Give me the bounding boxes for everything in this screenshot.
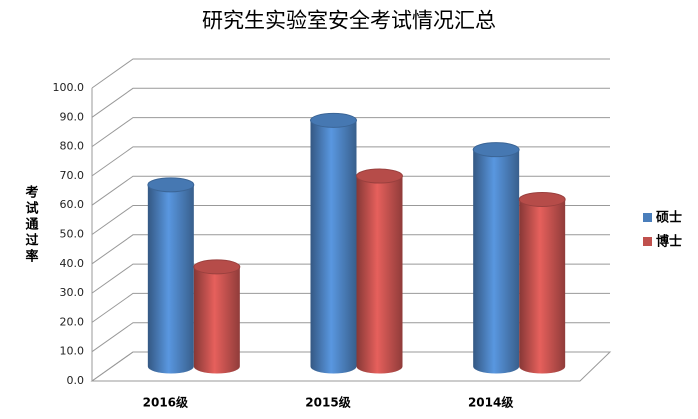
grid-line <box>91 58 610 89</box>
legend-swatch <box>643 237 652 246</box>
bar-top <box>518 191 566 207</box>
chart-title: 研究生实验室安全考试情况汇总 <box>202 9 496 33</box>
bar <box>193 259 241 374</box>
bar <box>356 168 403 374</box>
grid-line <box>91 117 610 148</box>
bar-body <box>193 266 240 374</box>
bar-body <box>310 120 357 374</box>
bar-body <box>147 184 194 374</box>
bar-top <box>472 142 520 158</box>
grid-line <box>91 87 610 118</box>
grid-line <box>91 351 610 382</box>
y-tick-label: 20.0 <box>60 315 85 328</box>
legend-swatch <box>643 213 652 222</box>
bar-top <box>147 177 195 193</box>
y-tick-label: 40.0 <box>60 257 85 270</box>
x-tick-label: 2014级 <box>468 395 513 410</box>
grid-line <box>91 175 610 206</box>
y-tick-label: 10.0 <box>60 345 85 358</box>
y-tick-label: 90.0 <box>60 110 85 123</box>
y-tick-label: 100.0 <box>53 81 85 94</box>
grid-line <box>91 205 610 235</box>
y-tick-label: 30.0 <box>60 286 85 299</box>
y-tick-label: 60.0 <box>60 198 85 211</box>
bar-top <box>310 112 357 128</box>
grid-line <box>91 234 610 265</box>
grid-line <box>91 263 610 294</box>
y-tick-label: 50.0 <box>60 228 85 241</box>
bar <box>147 177 195 374</box>
grid-line <box>91 146 610 177</box>
x-tick-label: 2015级 <box>305 395 350 410</box>
y-tick-label: 70.0 <box>60 169 85 182</box>
y-tick-label: 0.0 <box>67 374 85 387</box>
y-tick-label: 80.0 <box>60 140 85 153</box>
y-axis-label: 考试通过率 <box>23 184 39 265</box>
bar-top <box>356 168 403 184</box>
grid-line <box>91 292 610 323</box>
bar <box>518 191 566 374</box>
bar <box>472 142 520 374</box>
legend-label: 博士 <box>656 234 682 250</box>
bar-body <box>473 149 520 374</box>
bar <box>310 112 357 374</box>
bar-top <box>193 259 241 275</box>
x-tick-label: 2016级 <box>143 395 188 410</box>
bar-body <box>356 176 403 374</box>
bar-body <box>519 199 566 374</box>
grid-line <box>91 322 610 353</box>
legend-label: 硕士 <box>656 210 682 226</box>
